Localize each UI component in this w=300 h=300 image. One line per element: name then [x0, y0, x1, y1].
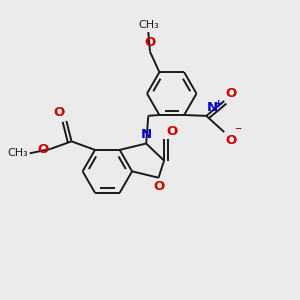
Text: O: O — [226, 134, 237, 147]
Text: O: O — [53, 106, 64, 119]
Text: CH₃: CH₃ — [138, 20, 159, 29]
Text: +: + — [214, 99, 223, 109]
Text: O: O — [154, 180, 165, 193]
Text: O: O — [144, 36, 156, 49]
Text: N: N — [141, 128, 152, 141]
Text: CH₃: CH₃ — [7, 148, 28, 158]
Text: N: N — [207, 101, 218, 114]
Text: ⁻: ⁻ — [234, 124, 241, 138]
Text: O: O — [166, 124, 178, 138]
Text: O: O — [226, 87, 237, 100]
Text: O: O — [38, 142, 49, 155]
